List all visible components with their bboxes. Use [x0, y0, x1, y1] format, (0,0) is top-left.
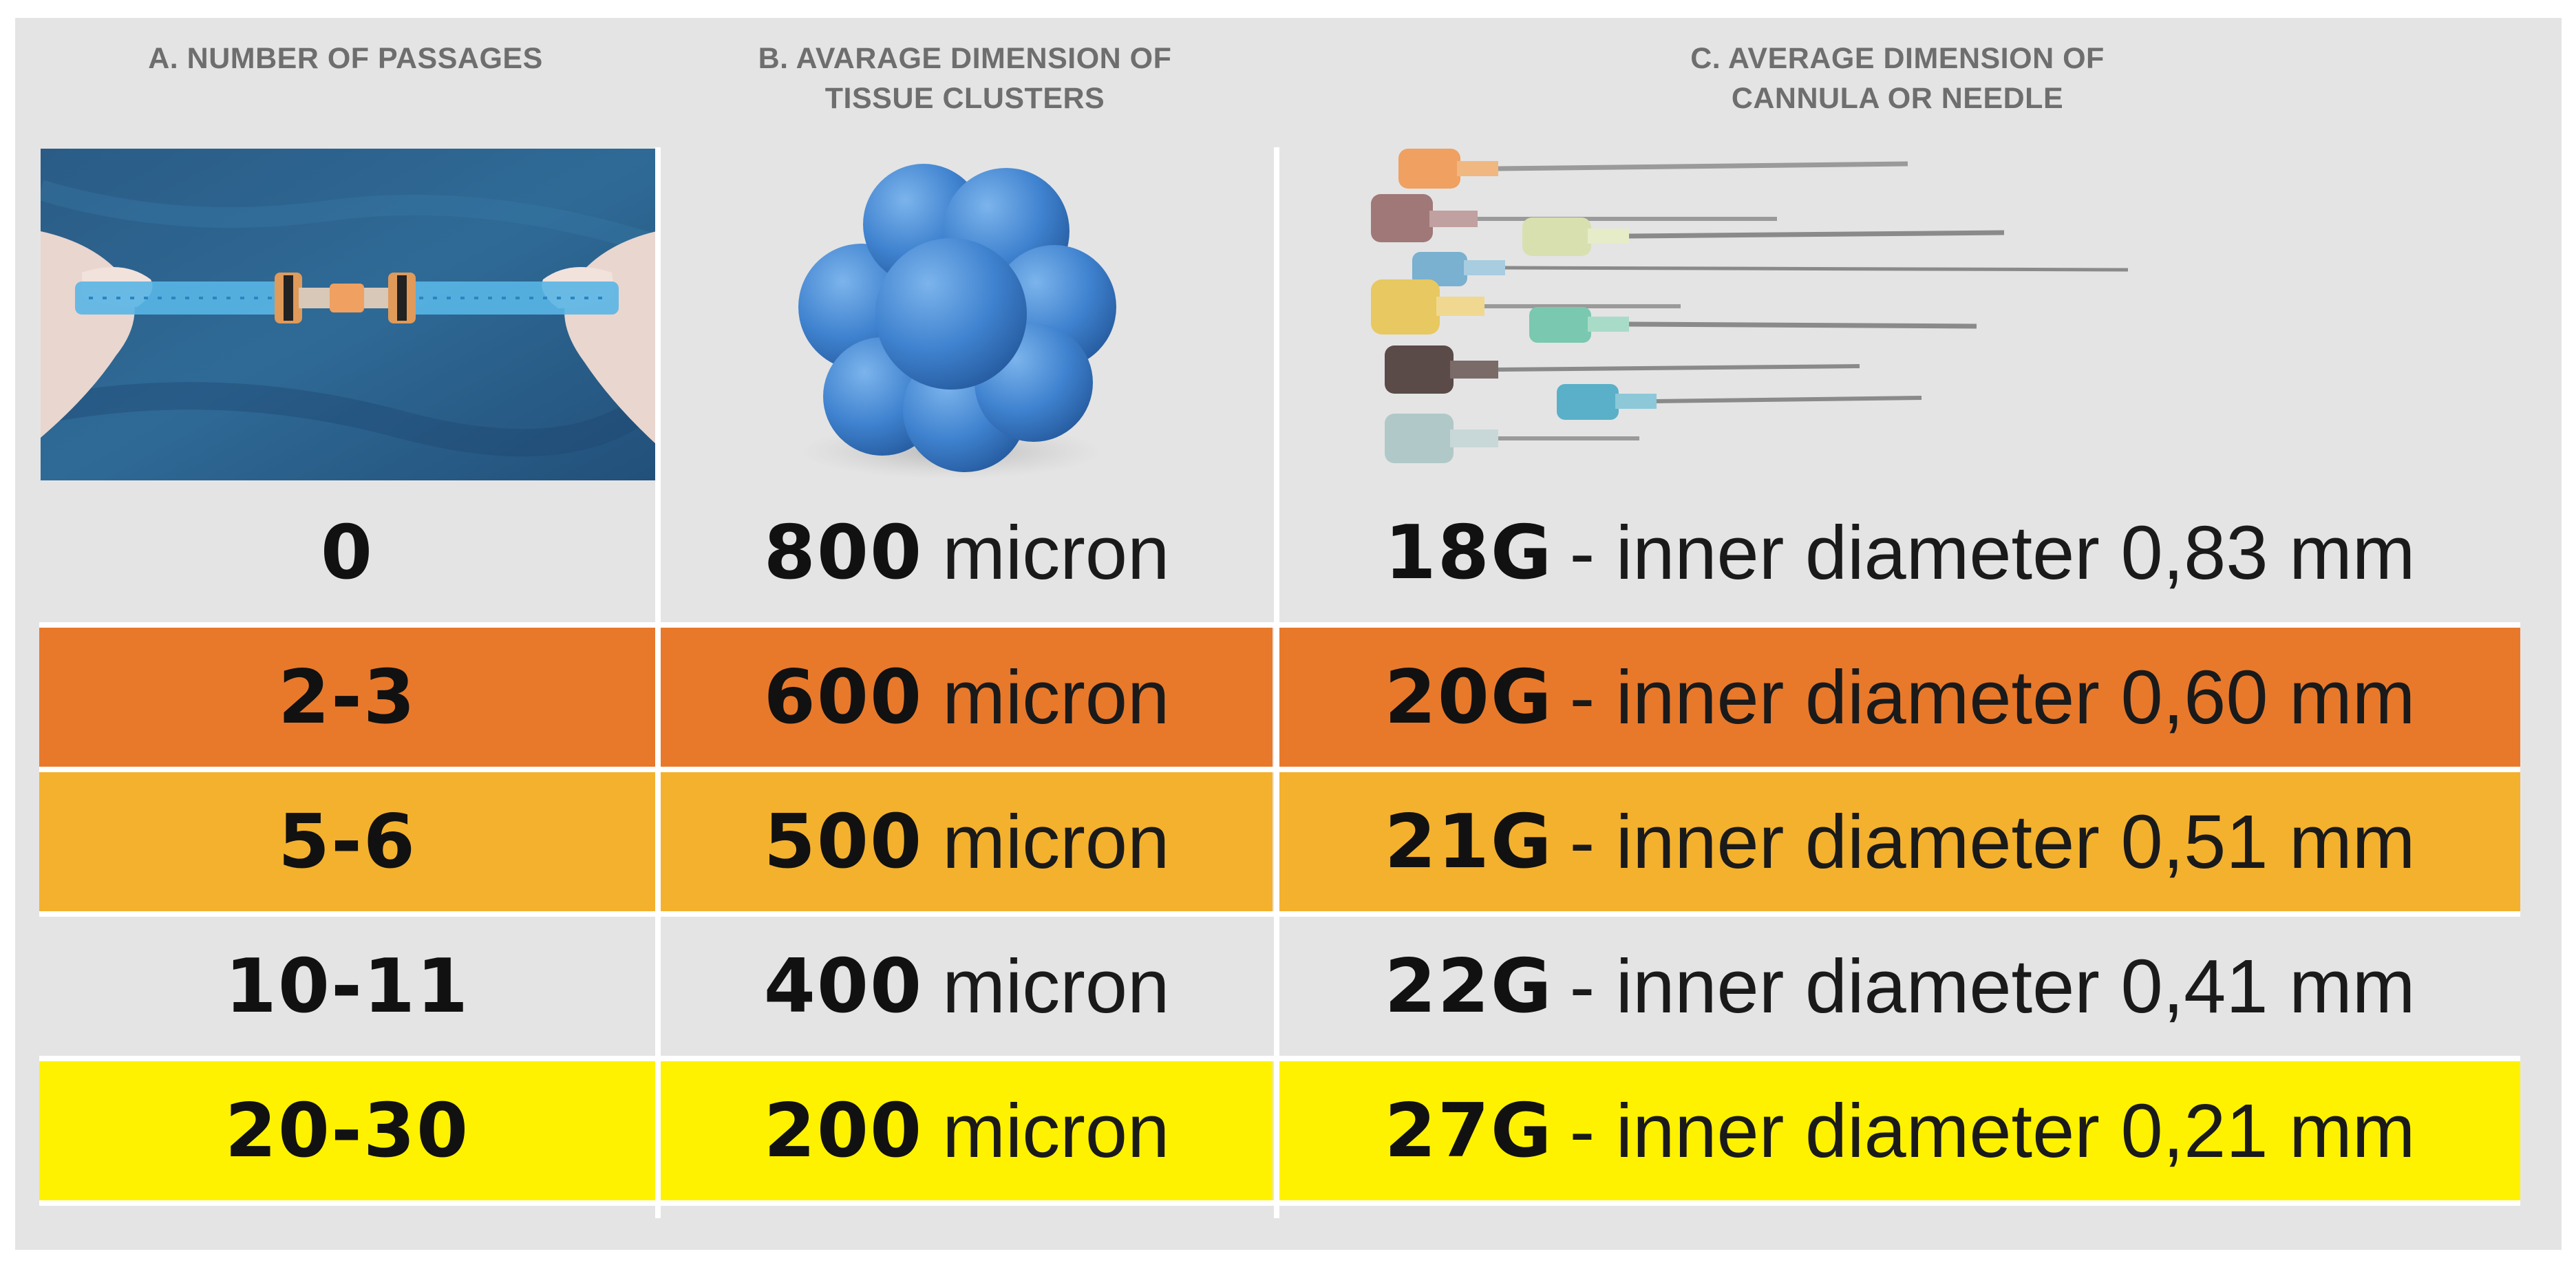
needle-gauge: 20G: [1384, 654, 1553, 741]
passages-value: 2-3: [277, 654, 417, 741]
header-cluster-size-text: B. AVARAGE DIMENSION OF TISSUE CLUSTERS: [758, 42, 1172, 115]
column-divider-2: [1274, 147, 1279, 1218]
table-row: 20-30 200 micron 27G - inner diameter 0,21…: [39, 1061, 2520, 1200]
passages-value: 0: [320, 509, 374, 596]
cannula-needles-icon: [1371, 149, 2129, 463]
needle-cell: 21G - inner diameter 0,51 mm: [1279, 772, 2520, 911]
needle-diameter: - inner diameter 0,41 mm: [1569, 944, 2416, 1029]
cluster-size-cell: 500 micron: [661, 772, 1273, 911]
cluster-size-value: 400: [763, 943, 924, 1030]
needle-cell: 22G - inner diameter 0,41 mm: [1279, 917, 2520, 1056]
needle-gauge: 22G: [1384, 943, 1553, 1030]
needle-diameter: - inner diameter 0,21 mm: [1569, 1088, 2416, 1173]
syringes-image: [37, 149, 666, 480]
passages-value: 10-11: [224, 943, 470, 1030]
syringes-connected-icon: [37, 149, 666, 480]
needle-gauge: 18G: [1384, 509, 1553, 596]
cluster-size-unit: micron: [942, 1088, 1170, 1173]
header-cluster-size: B. AVARAGE DIMENSION OF TISSUE CLUSTERS: [659, 39, 1271, 142]
needles-image: [1281, 149, 2520, 480]
cluster-size-unit: micron: [942, 944, 1170, 1029]
needle-cell: 27G - inner diameter 0,21 mm: [1279, 1061, 2520, 1200]
tissue-cluster-icon: [798, 164, 1116, 479]
cluster-size-cell: 400 micron: [661, 917, 1273, 1056]
table-row: 5-6 500 micron 21G - inner diameter 0,51 m…: [39, 772, 2520, 911]
passages-value: 5-6: [277, 798, 417, 885]
header-passages: A. NUMBER OF PASSAGES: [39, 39, 652, 142]
table-row: 2-3 600 micron 20G - inner diameter 0,60 m…: [39, 628, 2520, 767]
needle-diameter: - inner diameter 0,60 mm: [1569, 655, 2416, 740]
cluster-size-value: 600: [763, 654, 924, 741]
row-divider: [39, 1056, 2520, 1061]
passages-cell: 10-11: [39, 917, 655, 1056]
cluster-size-cell: 200 micron: [661, 1061, 1273, 1200]
row-divider: [39, 622, 2520, 628]
header-passages-text: A. NUMBER OF PASSAGES: [148, 42, 543, 75]
passages-cell: 0: [39, 483, 655, 622]
needle-cell: 20G - inner diameter 0,60 mm: [1279, 628, 2520, 767]
cluster-size-unit: micron: [942, 510, 1170, 595]
needle-cell: 18G - inner diameter 0,83 mm: [1279, 483, 2520, 622]
passages-cell: 2-3: [39, 628, 655, 767]
row-divider: [39, 911, 2520, 917]
needle-diameter: - inner diameter 0,51 mm: [1569, 799, 2416, 884]
comparison-panel: A. NUMBER OF PASSAGES B. AVARAGE DIMENSI…: [15, 18, 2562, 1250]
cluster-size-cell: 800 micron: [661, 483, 1273, 622]
cluster-size-unit: micron: [942, 655, 1170, 740]
cluster-size-value: 200: [763, 1087, 924, 1174]
table-row: 10-11 400 micron 22G - inner diameter 0,41…: [39, 917, 2520, 1056]
cluster-size-cell: 600 micron: [661, 628, 1273, 767]
cluster-size-value: 500: [763, 798, 924, 885]
passages-cell: 20-30: [39, 1061, 655, 1200]
cluster-size-unit: micron: [942, 799, 1170, 884]
row-divider: [39, 1200, 2520, 1206]
row-divider: [39, 767, 2520, 772]
needle-gauge: 21G: [1384, 798, 1553, 885]
header-needle-size-text: C. AVERAGE DIMENSION OF CANNULA OR NEEDL…: [1690, 42, 2105, 115]
column-divider-1: [655, 147, 661, 1218]
passages-cell: 5-6: [39, 772, 655, 911]
cluster-size-value: 800: [763, 509, 924, 596]
header-needle-size: C. AVERAGE DIMENSION OF CANNULA OR NEEDL…: [1278, 39, 2517, 142]
needle-diameter: - inner diameter 0,83 mm: [1569, 510, 2416, 595]
passages-value: 20-30: [224, 1087, 470, 1174]
tissue-cluster-image: [662, 149, 1275, 480]
table-row: 0 800 micron 18G - inner diameter 0,83 mm: [39, 483, 2520, 622]
needle-gauge: 27G: [1384, 1087, 1553, 1174]
